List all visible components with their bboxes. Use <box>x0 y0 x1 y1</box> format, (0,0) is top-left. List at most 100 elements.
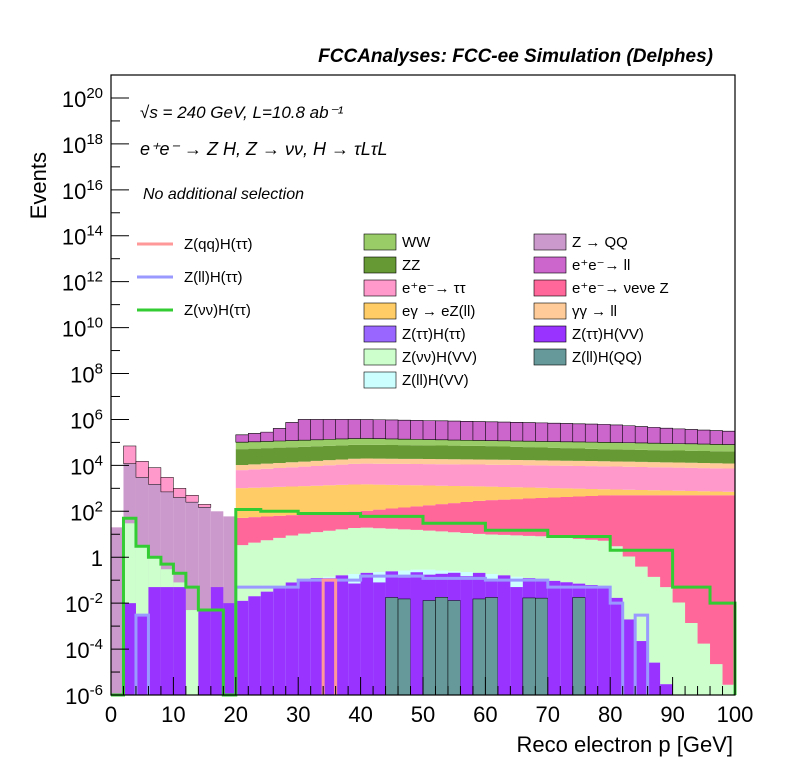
legend-bkg-col2-label: Z(ττ)H(VV) <box>572 326 644 343</box>
bin-ztautau-hvv <box>647 662 661 695</box>
annotation-process: e⁺e⁻ → Z H, Z → νν, H → τLτL <box>140 139 388 159</box>
x-tick-label: 80 <box>598 702 622 727</box>
bin-ztautau-hvv <box>260 591 274 695</box>
legend-bkg-col2-label: e⁺e⁻→ νeνe Z <box>572 280 669 297</box>
x-tick-label: 30 <box>286 702 310 727</box>
legend-bkg-col1-swatch <box>363 279 397 297</box>
bin-zll-hqq <box>447 600 461 696</box>
legend-bkg-col1-label: e⁺e⁻→ ττ <box>402 280 466 297</box>
legend-bkg-col1-label: Z(νν)H(VV) <box>402 349 477 366</box>
bin-zll-hqq <box>572 597 586 696</box>
x-tick-label: 60 <box>473 702 497 727</box>
legend-bkg-col2-swatch <box>533 348 567 366</box>
y-tick-label: 1020 <box>62 85 103 112</box>
legend-bkg-col1-swatch <box>363 302 397 320</box>
annotation-selection: No additional selection <box>143 186 304 203</box>
legend-bkg-col1-label: Z(ττ)H(ττ) <box>402 326 466 343</box>
legend-bkg-col1-label: Z(ll)H(VV) <box>402 372 469 389</box>
bin-ztautau-hvv <box>660 684 673 695</box>
legend-bkg-col2-swatch <box>533 233 567 251</box>
bin-ee-tautau <box>198 504 212 508</box>
y-tick-label: 102 <box>70 498 103 525</box>
stack-ww <box>235 438 736 452</box>
bin-zll-hqq <box>472 598 486 696</box>
y-tick-label: 104 <box>70 452 103 479</box>
legend-bkg-col2-swatch <box>533 325 567 343</box>
y-tick-label: 1010 <box>62 315 103 342</box>
y-tick-label: 106 <box>70 406 103 433</box>
x-tick-label: 40 <box>348 702 372 727</box>
bin-zqq <box>111 527 124 695</box>
legend-label-signal: Z(ll)H(ττ) <box>184 269 243 286</box>
bin-ztautau-hvv <box>360 572 374 695</box>
bin-ee-tautau <box>185 494 199 503</box>
legend-bkg-col2-label: Z(ll)H(QQ) <box>572 349 642 366</box>
bin-ztautau-hvv <box>198 610 211 695</box>
bin-ztautau-hvv <box>273 587 286 695</box>
legend-bkg-col1-label: WW <box>402 234 431 251</box>
bin-ztautau-hvv <box>285 582 299 695</box>
bin-ztautau-hvv <box>310 578 324 695</box>
y-tick-label: 10-4 <box>65 636 103 663</box>
bin-ee-tautau <box>160 477 174 493</box>
bin-ztautau-hvv <box>210 587 224 695</box>
bin-zll-hqq <box>485 597 499 696</box>
legend-label-signal: Z(qq)H(ττ) <box>184 236 253 253</box>
bin-ztautau-hvv <box>622 619 636 695</box>
y-tick-label: 1014 <box>62 223 103 250</box>
bin-ztautau-hvv <box>248 596 261 695</box>
bin-zll-hqq <box>385 597 399 696</box>
x-tick-label: 0 <box>105 702 117 727</box>
bin-ztautau-hvv <box>585 585 598 695</box>
bin-ztautau-hvv <box>160 587 174 695</box>
x-tick-label: 90 <box>660 702 684 727</box>
bin-ztautau-hvv <box>597 586 611 695</box>
stack-tautau <box>235 463 736 492</box>
y-tick-label: 10-6 <box>65 682 103 709</box>
stack-nnhvv <box>235 527 736 695</box>
bin-ztautau-hvv <box>460 576 473 695</box>
chart-title: FCCAnalyses: FCC-ee Simulation (Delphes) <box>318 46 713 67</box>
stack-ee-ll <box>235 419 736 445</box>
bin-ztautau-hvv <box>610 597 623 695</box>
bin-ztautau-hvv <box>373 582 386 695</box>
histogram-layer <box>111 419 737 697</box>
bin-ztautau-hvv <box>348 583 361 695</box>
bin-ztautau-hvv <box>560 582 573 695</box>
bin-zll-hqq <box>522 597 536 696</box>
bin-ztautau-hvv <box>410 572 423 695</box>
bin-ztautau-hvv <box>298 579 311 695</box>
x-tick-label: 100 <box>717 702 754 727</box>
bin-ee-tautau <box>173 488 187 498</box>
x-axis-label: Reco electron p [GeV] <box>517 732 733 757</box>
stack-zz <box>235 444 736 466</box>
bin-zll-hqq <box>535 597 549 696</box>
bin-ztautau-hvv <box>323 578 336 695</box>
signal-zll-htautau-line <box>134 574 650 695</box>
legend-bkg-col1-swatch <box>363 233 397 251</box>
legend-bkg-col1-label: ZZ <box>402 257 420 274</box>
y-tick-label: 1 <box>91 546 103 571</box>
bin-zll-hqq <box>435 597 449 696</box>
bin-ztautau-hvv <box>497 575 511 695</box>
bin-zll-hqq <box>397 598 411 696</box>
legend-bkg-col1-swatch <box>363 325 397 343</box>
x-tick-label: 10 <box>161 702 185 727</box>
legend: Z(qq)H(ττ) Z(ll)H(ττ) Z(νν)H(ττ) WW ZZ e⁺e⁻→ … <box>137 233 669 389</box>
bin-ztautau-hvv <box>635 641 648 695</box>
bin-ztautau-hvv <box>510 587 523 695</box>
stack-egamma <box>235 484 736 518</box>
legend-bkg-col2-label: γγ → ll <box>572 303 617 320</box>
y-tick-label: 10-2 <box>65 590 103 617</box>
bin-ztautau-hvv <box>235 600 249 695</box>
x-tick-label: 50 <box>411 702 435 727</box>
legend-bkg-col1-swatch <box>363 348 397 366</box>
signal-zqq-htautau-line <box>321 578 338 695</box>
bin-zll-hqq <box>422 600 436 696</box>
bin-ee-tautau <box>123 445 137 464</box>
bin-ztautau-hvv <box>123 603 136 695</box>
bin-znunu-hvv <box>185 610 199 695</box>
y-tick-label: 1016 <box>62 177 103 204</box>
legend-label-signal: Z(νν)H(ττ) <box>184 302 251 319</box>
